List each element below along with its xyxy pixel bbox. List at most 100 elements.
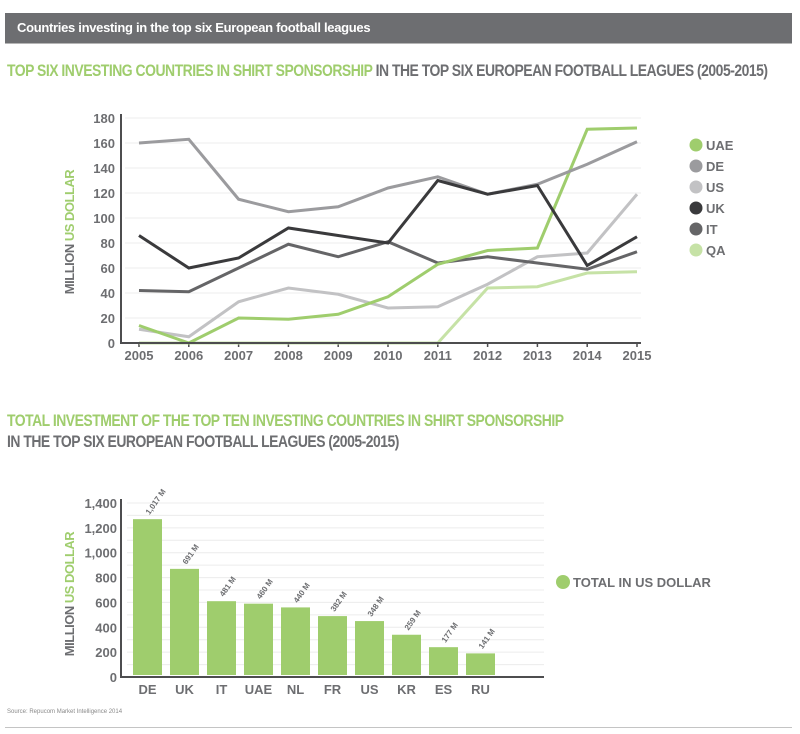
x-tick-label: US — [360, 682, 378, 697]
y-tick-label: 140 — [93, 161, 115, 176]
bar-uk — [170, 568, 199, 675]
data-label: 177 M — [440, 621, 460, 645]
header-bar: Countries investing in the top six Europ… — [5, 13, 792, 44]
y-tick-label: 40 — [101, 286, 115, 301]
bar-fr — [318, 616, 347, 675]
bar-chart-legend: TOTAL IN US DOLLAR — [556, 575, 712, 590]
y-tick-label: 60 — [101, 261, 115, 276]
legend-swatch-qa — [689, 243, 703, 257]
source-note: Source: Repucom Market Intelligence 2014 — [7, 709, 123, 715]
x-tick-label: DE — [138, 682, 156, 697]
legend-item-qa: QA — [689, 243, 726, 258]
series-line-us — [138, 193, 639, 339]
bar-kr — [392, 634, 421, 675]
y-label-grey: MILLION — [62, 241, 77, 294]
series-line-de — [138, 137, 638, 214]
x-tick-label: RU — [471, 682, 490, 697]
x-tick-label: 2010 — [374, 348, 403, 363]
data-label: 691 M — [181, 542, 201, 566]
data-label: 382 M — [329, 590, 349, 614]
line-chart-title-rest: IN THE TOP SIX EUROPEAN FOOTBALL LEAGUES… — [372, 61, 768, 80]
data-label: 1,017 M — [144, 487, 168, 516]
legend-swatch-uk — [689, 201, 703, 215]
line-chart-title: TOP SIX INVESTING COUNTRIES IN SHIRT SPO… — [7, 61, 768, 81]
x-tick-label: 2014 — [573, 348, 603, 363]
y-tick-label: 0 — [110, 670, 117, 685]
y-label-green: US DOLLAR — [62, 169, 77, 241]
x-tick-label: FR — [324, 682, 342, 697]
y-tick-label: 1,400 — [84, 496, 117, 511]
line-chart-y-label: MILLION US DOLLAR — [62, 169, 77, 294]
legend-label: UAE — [706, 138, 734, 153]
legend-item-total: TOTAL IN US DOLLAR — [556, 575, 712, 590]
line-chart-y-ticks: 0 20 40 60 80 100 120 140 160 180 — [93, 111, 115, 351]
header-title: Countries investing in the top six Europ… — [17, 20, 371, 35]
x-tick-label: ES — [435, 682, 453, 697]
series-line-uk — [138, 178, 638, 270]
legend-label: DE — [706, 159, 724, 174]
bar-chart-title-line1: TOTAL INVESTMENT OF THE TOP TEN INVESTIN… — [7, 411, 564, 431]
y-tick-label: 400 — [95, 620, 117, 635]
legend-swatch-uae — [689, 138, 703, 152]
x-tick-label: KR — [397, 682, 416, 697]
x-tick-label: 2013 — [523, 348, 552, 363]
data-label: 141 M — [477, 627, 497, 651]
bar-chart-title-highlight: TOTAL INVESTMENT OF THE TOP TEN INVESTIN… — [7, 411, 564, 430]
x-tick-label: UK — [175, 682, 194, 697]
bar-chart-y-label: MILLION US DOLLAR — [62, 531, 77, 656]
line-chart-grid — [125, 117, 641, 319]
y-tick-label: 80 — [101, 236, 115, 251]
legend-item-us: US — [689, 180, 724, 195]
bar-es — [429, 647, 458, 675]
legend-label: TOTAL IN US DOLLAR — [573, 575, 712, 590]
bar-nl — [281, 607, 310, 675]
data-label: 440 M — [292, 581, 312, 605]
x-tick-label: 2009 — [324, 348, 353, 363]
legend-item-de: DE — [689, 159, 724, 174]
x-tick-label: 2008 — [274, 348, 303, 363]
legend-swatch-us — [689, 180, 703, 194]
bar-chart-y-ticks: 0 200 400 600 800 1,000 1,200 1,400 — [84, 496, 117, 685]
bar-chart-x-ticks: DE UK IT UAE NL FR US KR ES RU — [138, 682, 489, 697]
y-tick-label: 600 — [95, 595, 117, 610]
y-tick-label: 200 — [95, 645, 117, 660]
bar-it — [207, 601, 236, 675]
legend-label: US — [706, 180, 724, 195]
x-tick-label: 2006 — [174, 348, 203, 363]
y-tick-label: 160 — [93, 136, 115, 151]
line-chart-series — [138, 126, 639, 345]
bar-ru — [466, 653, 495, 675]
legend-label: IT — [706, 222, 718, 237]
legend-swatch-total — [556, 575, 570, 589]
data-label: 259 M — [403, 608, 423, 632]
legend-item-uae: UAE — [689, 138, 734, 153]
data-label: 481 M — [218, 575, 238, 599]
line-chart-x-ticks: 2005 2006 2007 2008 2009 2010 2011 2012 2013 2014… — [125, 343, 651, 363]
x-tick-label: 2012 — [473, 348, 502, 363]
bar-chart-title-rest: IN THE TOP SIX EUROPEAN FOOTBALL LEAGUES… — [7, 432, 399, 451]
x-tick-label: 2011 — [424, 348, 452, 363]
legend-item-uk: UK — [689, 201, 725, 216]
y-tick-label: 0 — [108, 336, 115, 351]
y-tick-label: 100 — [93, 211, 115, 226]
legend-swatch-it — [689, 222, 703, 236]
x-tick-label: NL — [287, 682, 304, 697]
y-tick-label: 120 — [93, 186, 115, 201]
y-tick-label: 1,200 — [84, 521, 117, 536]
y-tick-label: 800 — [95, 571, 117, 586]
line-chart-title-highlight: TOP SIX INVESTING COUNTRIES IN SHIRT SPO… — [7, 61, 373, 80]
y-tick-label: 20 — [101, 311, 115, 326]
data-label: 460 M — [255, 577, 275, 601]
legend-label: QA — [706, 243, 726, 258]
bar-y-label-grey: MILLION — [62, 603, 77, 656]
x-tick-label: UAE — [245, 682, 273, 697]
legend-swatch-de — [689, 159, 703, 173]
bar-y-label-green: US DOLLAR — [62, 531, 77, 603]
bar-chart-title-line2: IN THE TOP SIX EUROPEAN FOOTBALL LEAGUES… — [7, 432, 399, 452]
line-chart-legend: UAE DE US UK IT QA — [689, 138, 734, 258]
bar-chart-bars — [133, 519, 495, 675]
series-line-uae — [138, 126, 638, 345]
y-tick-label: 180 — [93, 111, 115, 126]
